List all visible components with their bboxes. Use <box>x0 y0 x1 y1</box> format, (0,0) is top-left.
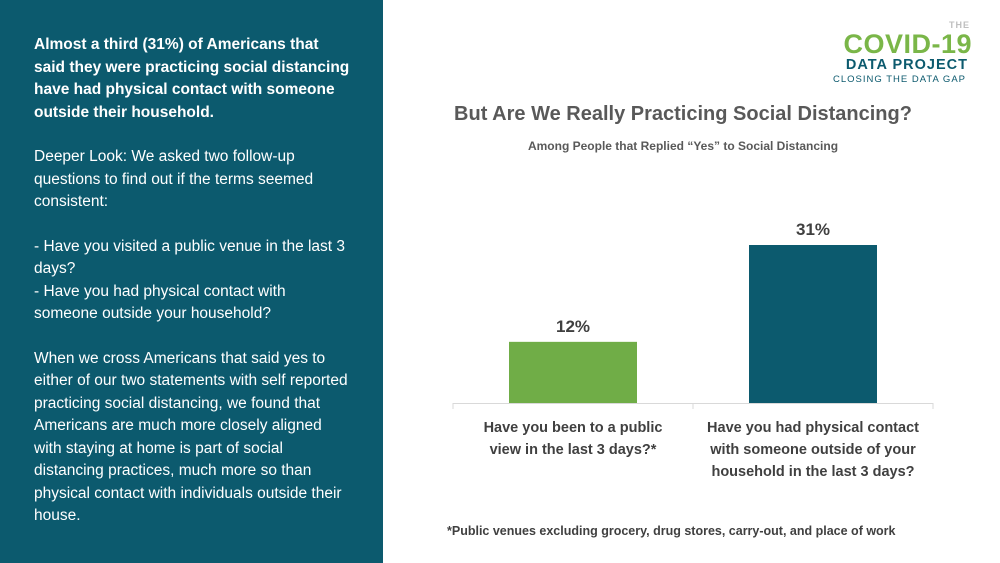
category-label-2: Have you had physical contact with someon… <box>707 420 919 480</box>
question-2-text: - Have you had physical contact with som… <box>34 282 286 323</box>
conclusion-text: When we cross Americans that said yes to… <box>34 349 348 525</box>
logo-main: COVID-19 <box>843 29 972 59</box>
bar-2 <box>749 245 877 403</box>
deeper-look-text: Deeper Look: We asked two follow-up ques… <box>34 148 314 210</box>
logo-the: THE <box>949 20 970 30</box>
logo-sub: DATA PROJECT <box>845 57 968 73</box>
covid-data-project-logo: THE COVID-19 DATA PROJECT CLOSING THE DA… <box>822 14 972 86</box>
data-label-1: 12% <box>556 317 590 336</box>
logo-tagline: CLOSING THE DATA GAP <box>833 74 966 85</box>
left-panel: Almost a third (31%) of Americans that s… <box>0 0 383 563</box>
chart-subtitle: Among People that Replied “Yes” to Socia… <box>527 139 839 153</box>
chart-title: But Are We Really Practicing Social Dist… <box>454 103 912 125</box>
category-label-1: Have you been to a public view in the las… <box>484 420 663 458</box>
data-label-2: 31% <box>796 220 830 239</box>
bar-chart: 12% Have you been to a public view in the … <box>452 220 934 480</box>
right-panel: THE COVID-19 DATA PROJECT CLOSING THE DA… <box>383 0 1000 563</box>
question-1-text: - Have you visited a public venue in the… <box>34 237 346 278</box>
bar-1 <box>509 341 637 403</box>
footnote: *Public venues excluding grocery, drug s… <box>447 524 896 538</box>
lead-text: Almost a third (31%) of Americans that s… <box>34 36 350 121</box>
